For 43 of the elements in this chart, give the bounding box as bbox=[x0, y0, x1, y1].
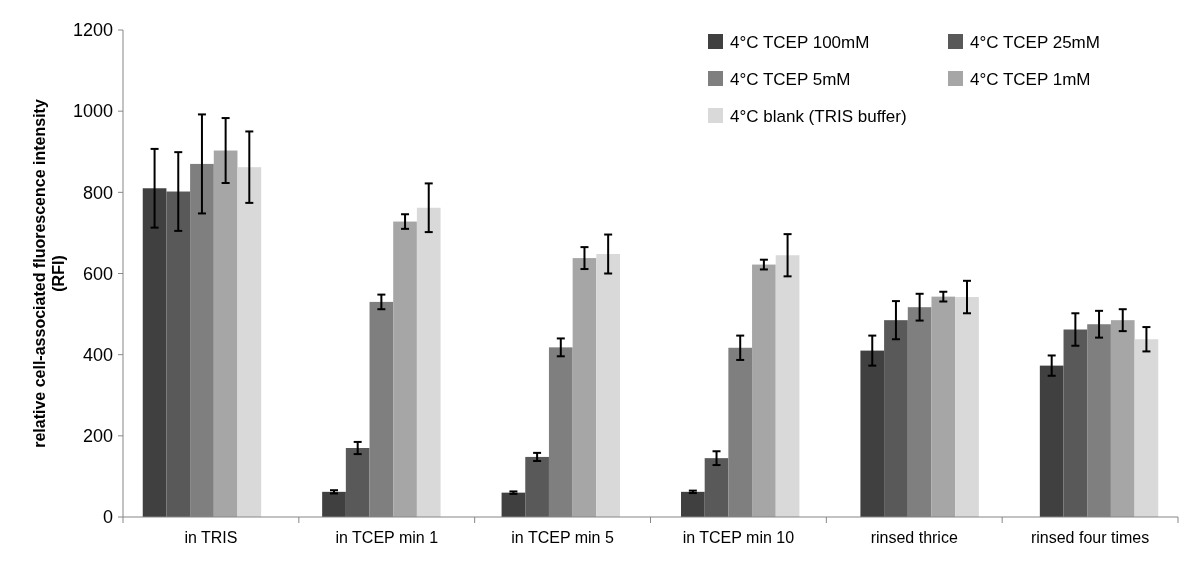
bar bbox=[752, 264, 776, 517]
bar bbox=[237, 167, 262, 517]
bar bbox=[955, 297, 979, 517]
x-tick-label: in TCEP min 10 bbox=[682, 529, 795, 546]
bar bbox=[596, 254, 620, 517]
legend-label: 4°C TCEP 25mM bbox=[970, 32, 1100, 52]
x-tick-label: rinsed four times bbox=[1030, 529, 1150, 546]
y-tick-label: 600 bbox=[82, 263, 113, 284]
x-tick-label: in TCEP min 5 bbox=[511, 529, 614, 546]
bar bbox=[1110, 320, 1135, 517]
y-tick-label: 200 bbox=[82, 426, 113, 447]
x-tick-label: rinsed thrice bbox=[870, 529, 958, 546]
y-axis-title: relative cell-associated fluorescence intensity (RFI) bbox=[30, 99, 67, 448]
bar bbox=[142, 188, 167, 517]
y-tick-label: 1200 bbox=[72, 20, 113, 41]
bar bbox=[416, 207, 441, 517]
bar bbox=[931, 296, 956, 517]
x-tick-label: in TRIS bbox=[184, 529, 238, 546]
legend-label: 4°C TCEP 5mM bbox=[730, 69, 851, 89]
bar bbox=[1063, 329, 1088, 517]
y-tick-label: 0 bbox=[102, 507, 113, 528]
bar bbox=[166, 191, 191, 517]
bar bbox=[1134, 339, 1159, 517]
x-tick-label: in TCEP min 1 bbox=[335, 529, 439, 546]
bar bbox=[525, 456, 549, 517]
bar bbox=[775, 255, 800, 517]
bar bbox=[572, 258, 597, 517]
bar bbox=[393, 221, 417, 517]
bar bbox=[501, 492, 526, 517]
legend-label: 4°C TCEP 100mM bbox=[730, 32, 870, 52]
bar bbox=[884, 320, 908, 517]
bar bbox=[860, 350, 885, 517]
y-tick-label: 1000 bbox=[72, 101, 113, 122]
bar bbox=[1039, 365, 1064, 517]
bar bbox=[681, 491, 705, 517]
bar bbox=[704, 458, 729, 517]
y-tick-label: 800 bbox=[82, 182, 113, 203]
bar bbox=[213, 150, 238, 517]
legend-label: 4°C blank (TRIS buffer) bbox=[730, 106, 907, 126]
y-tick-label: 400 bbox=[82, 344, 113, 365]
bar bbox=[322, 491, 346, 517]
bar bbox=[345, 448, 370, 517]
legend-label: 4°C TCEP 1mM bbox=[970, 69, 1091, 89]
